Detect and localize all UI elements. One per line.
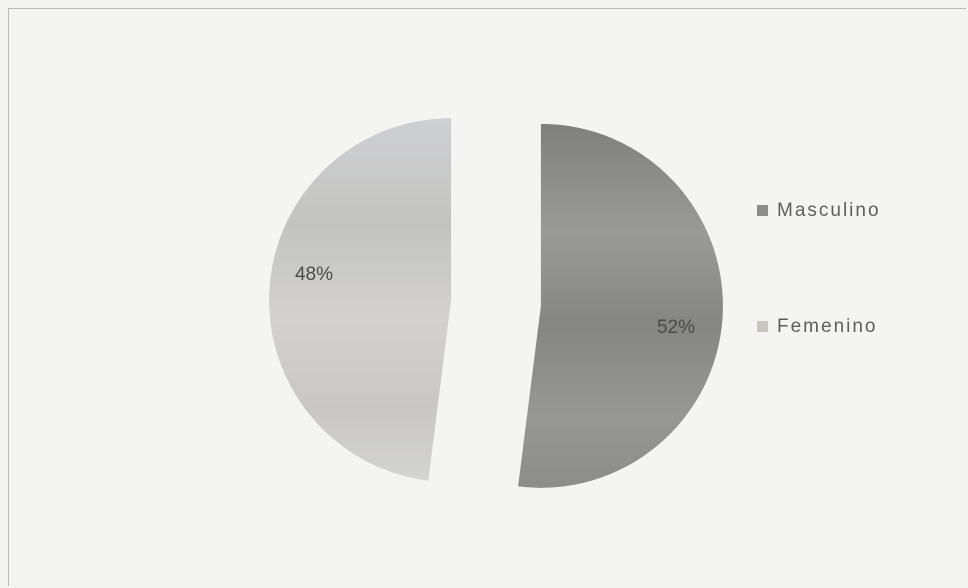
legend-label-femenino: Femenino	[777, 316, 878, 337]
data-label-femenino: 48%	[295, 264, 333, 285]
pie-slice-femenino	[269, 118, 452, 481]
pie-slice-masculino	[518, 123, 723, 488]
legend-swatch-femenino	[757, 321, 768, 332]
legend-swatch-masculino	[757, 205, 768, 216]
data-label-masculino: 52%	[657, 317, 695, 338]
legend: Masculino Femenino	[757, 200, 881, 337]
legend-label-masculino: Masculino	[777, 200, 881, 221]
chart-frame	[8, 8, 966, 586]
